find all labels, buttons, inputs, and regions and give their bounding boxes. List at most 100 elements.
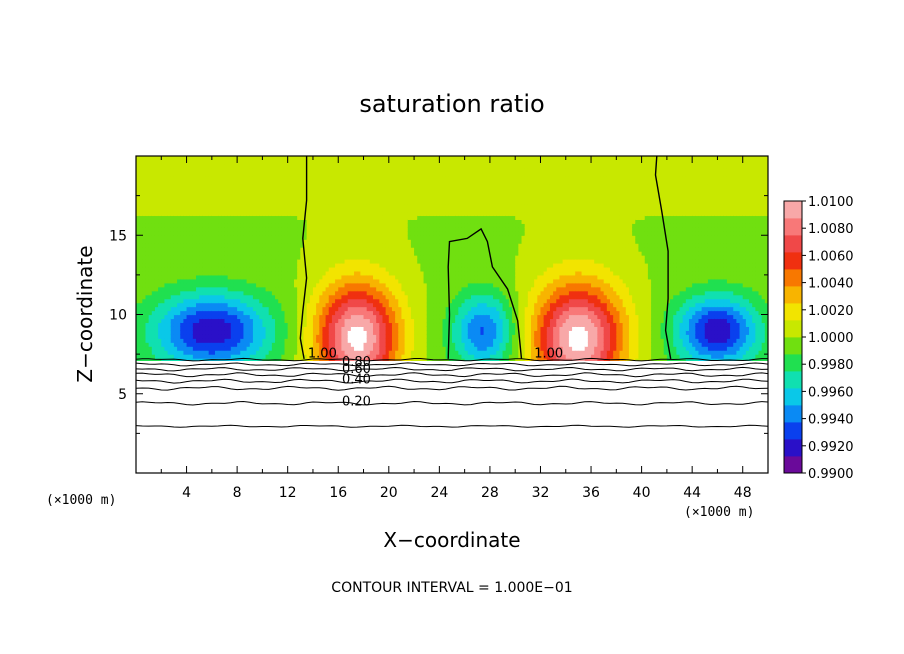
field-cell bbox=[426, 286, 431, 292]
field-cell bbox=[183, 326, 188, 331]
field-cell bbox=[287, 282, 292, 288]
field-cell bbox=[344, 334, 349, 339]
field-cell bbox=[316, 346, 320, 351]
field-cell bbox=[240, 318, 245, 324]
field-cell bbox=[221, 199, 226, 205]
field-cell bbox=[256, 183, 260, 189]
field-cell bbox=[136, 207, 140, 213]
field-cell bbox=[306, 342, 311, 347]
field-cell bbox=[357, 191, 361, 197]
field-cell bbox=[357, 215, 361, 220]
field-cell bbox=[275, 243, 279, 248]
field-cell bbox=[360, 330, 365, 335]
field-cell bbox=[407, 290, 412, 296]
field-cell bbox=[398, 203, 403, 209]
field-cell bbox=[319, 306, 324, 312]
field-cell bbox=[414, 334, 418, 339]
field-cell bbox=[268, 262, 273, 268]
field-cell bbox=[186, 350, 191, 355]
field-cell bbox=[290, 227, 295, 232]
field-cell bbox=[221, 163, 226, 169]
field-cell bbox=[158, 191, 162, 197]
field-cell bbox=[208, 163, 213, 169]
field-cell bbox=[151, 255, 156, 260]
field-cell bbox=[233, 354, 238, 359]
field-cell bbox=[189, 156, 194, 161]
field-cell bbox=[300, 282, 305, 288]
field-cell bbox=[186, 215, 191, 220]
field-cell bbox=[410, 306, 415, 312]
field-cell bbox=[417, 354, 421, 359]
field-cell bbox=[322, 354, 327, 359]
field-cell bbox=[347, 270, 352, 276]
field-cell bbox=[173, 346, 178, 351]
field-cell bbox=[436, 159, 440, 165]
field-cell bbox=[154, 290, 159, 296]
field-cell bbox=[379, 191, 384, 197]
field-cell bbox=[180, 354, 184, 359]
field-cell bbox=[360, 282, 365, 288]
field-cell bbox=[322, 306, 327, 312]
field-cell bbox=[373, 294, 377, 300]
field-cell bbox=[164, 231, 169, 236]
field-cell bbox=[297, 163, 301, 169]
field-cell bbox=[167, 290, 172, 296]
field-cell bbox=[316, 215, 320, 220]
field-cell bbox=[369, 334, 374, 339]
field-cell bbox=[417, 167, 421, 173]
field-cell bbox=[227, 270, 232, 276]
field-cell bbox=[177, 326, 181, 331]
field-cell bbox=[379, 203, 384, 209]
field-cell bbox=[319, 286, 324, 292]
field-cell bbox=[227, 211, 232, 217]
field-cell bbox=[230, 294, 235, 300]
field-cell bbox=[344, 231, 349, 236]
field-cell bbox=[322, 191, 327, 197]
field-cell bbox=[208, 223, 213, 228]
field-cell bbox=[344, 282, 349, 288]
field-cell bbox=[256, 167, 260, 173]
field-cell bbox=[360, 183, 365, 189]
field-cell bbox=[347, 286, 352, 292]
field-cell bbox=[180, 171, 184, 177]
field-cell bbox=[366, 274, 371, 280]
field-cell bbox=[294, 223, 298, 228]
field-cell bbox=[319, 223, 324, 228]
field-cell bbox=[161, 338, 166, 343]
field-cell bbox=[404, 243, 409, 248]
field-cell bbox=[436, 195, 440, 201]
field-cell bbox=[237, 211, 241, 217]
field-cell bbox=[192, 183, 197, 189]
field-cell bbox=[180, 156, 184, 161]
field-cell bbox=[303, 239, 308, 244]
field-cell bbox=[173, 203, 178, 209]
field-cell bbox=[224, 306, 229, 312]
field-cell bbox=[414, 215, 418, 220]
field-cell bbox=[139, 274, 143, 280]
field-cell bbox=[316, 294, 320, 300]
field-cell bbox=[287, 223, 292, 228]
field-cell bbox=[436, 302, 440, 308]
field-cell bbox=[376, 171, 380, 177]
field-cell bbox=[136, 262, 140, 268]
field-cell bbox=[312, 219, 317, 224]
field-cell bbox=[139, 215, 143, 220]
field-cell bbox=[436, 227, 440, 232]
field-cell bbox=[256, 163, 260, 169]
field-cell bbox=[426, 191, 431, 197]
field-cell bbox=[357, 159, 361, 165]
field-cell bbox=[325, 227, 330, 232]
field-cell bbox=[363, 239, 368, 244]
field-cell bbox=[335, 346, 339, 351]
field-cell bbox=[331, 159, 336, 165]
field-cell bbox=[265, 163, 270, 169]
field-cell bbox=[154, 326, 159, 331]
field-cell bbox=[139, 278, 143, 284]
field-cell bbox=[347, 195, 352, 201]
field-cell bbox=[287, 274, 292, 280]
field-cell bbox=[265, 354, 270, 359]
field-cell bbox=[230, 247, 235, 252]
field-cell bbox=[173, 322, 178, 327]
field-cell bbox=[151, 187, 156, 193]
field-cell bbox=[275, 278, 279, 284]
